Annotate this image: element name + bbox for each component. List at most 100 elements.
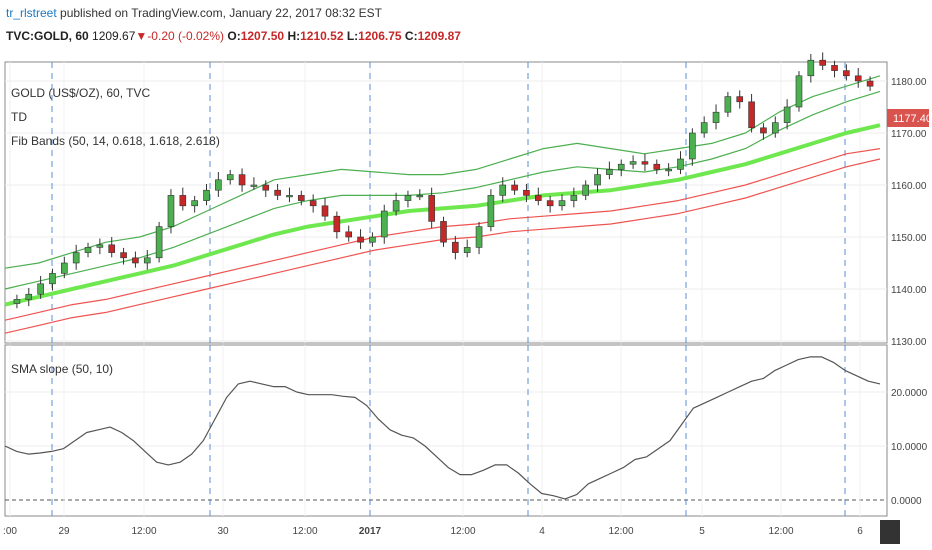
high-label: H:	[287, 29, 301, 43]
indicator-td-label: TD	[11, 110, 27, 124]
candle-body	[641, 161, 649, 165]
candle-body	[831, 65, 838, 71]
y-tick-label: 1180.00	[891, 77, 927, 88]
open-value: 1207.50	[240, 29, 285, 43]
candle-body	[380, 210, 388, 238]
candle-body	[748, 101, 755, 129]
quote-line: TVC:GOLD, 60 1209.67▼-0.20 (-0.02%) O:12…	[6, 29, 461, 43]
candle-body	[13, 299, 21, 304]
candle-body	[854, 75, 862, 82]
x-tick-label: 6	[857, 526, 863, 537]
axis-corner	[880, 520, 900, 544]
candle-body	[712, 111, 720, 123]
y-tick-label: 1150.00	[891, 233, 927, 244]
candle-body	[452, 241, 459, 253]
y-tick-label: 1130.00	[891, 337, 927, 348]
candle-body	[143, 257, 151, 264]
x-tick-label: 12:00	[608, 526, 633, 537]
candle-body	[819, 59, 826, 66]
candle-body	[250, 184, 258, 187]
publish-line: tr_rlstreet published on TradingView.com…	[6, 6, 382, 20]
band-fib-midline	[4, 123, 881, 307]
x-tick-label: 30	[217, 526, 229, 537]
x-tick-label: 12:00	[450, 526, 475, 537]
candle-body	[226, 174, 234, 181]
x-tick-label: 29	[58, 526, 70, 537]
low-label: L:	[346, 29, 359, 43]
y-axis[interactable]: 1180.00 1170.00 1160.00 1150.00 1140.00 1130.…	[891, 77, 928, 507]
sma-slope-line	[4, 356, 881, 500]
candle-body	[369, 236, 376, 243]
x-tick-label: 2017	[359, 526, 382, 537]
candle-body	[629, 161, 637, 165]
candle-body	[262, 184, 270, 191]
last-price-tag-value: 1177.40	[893, 113, 932, 125]
x-tick-label: 12:00	[768, 526, 793, 537]
session-breaks	[51, 62, 846, 516]
candle-body	[404, 195, 412, 201]
candle-body	[61, 262, 68, 274]
band-fib-band-upper-2	[4, 75, 881, 269]
price-change: -0.20 (-0.02%)	[147, 29, 225, 43]
candle-body	[357, 236, 364, 243]
close-value: 1209.87	[417, 29, 461, 43]
candle-body	[689, 132, 696, 160]
candle-body	[274, 189, 281, 196]
band-fib-band-upper-1	[4, 90, 881, 290]
candle-body	[499, 184, 507, 196]
y-tick-label: 1140.00	[891, 285, 927, 296]
x-tick-label: 12:00	[131, 526, 156, 537]
candle-body	[606, 169, 613, 175]
candle-body	[203, 189, 210, 201]
candle-body	[807, 59, 815, 77]
candle-body	[463, 247, 471, 253]
author-link[interactable]: tr_rlstreet	[6, 6, 57, 20]
sma-slope-series	[4, 356, 881, 500]
candle-body	[771, 122, 779, 134]
y-tick-label: 1160.00	[891, 181, 927, 192]
candle-body	[653, 163, 661, 170]
candles[interactable]	[13, 52, 874, 309]
candle-body	[179, 195, 187, 207]
main-pane-border	[4, 61, 888, 344]
candle-body	[760, 127, 767, 134]
candle-body	[120, 252, 127, 259]
x-tick-label: :00	[3, 526, 17, 537]
candle-body	[843, 70, 850, 77]
y-tick-label: 10.0000	[891, 442, 928, 453]
candle-body	[49, 273, 56, 285]
high-value: 1210.52	[300, 29, 344, 43]
x-tick-label: 12:00	[292, 526, 317, 537]
candle-body	[866, 80, 874, 87]
lower-pane-title: SMA slope (50, 10)	[11, 362, 113, 376]
candle-body	[167, 195, 175, 227]
candle-body	[665, 169, 672, 172]
candle-body	[428, 195, 435, 222]
candle-body	[96, 244, 104, 248]
candle-body	[321, 205, 329, 217]
x-axis[interactable]: :00 29 12:00 30 12:00 2017 12:00 4 12:00 5 12:00 6	[3, 526, 863, 537]
main-pane-title: GOLD (US$/OZ), 60, TVC	[11, 86, 150, 100]
symbol-label: TVC:GOLD, 60	[6, 29, 89, 43]
candle-body	[286, 195, 293, 198]
x-tick-label: 4	[539, 526, 545, 537]
candle-body	[191, 200, 198, 207]
last-price-tag	[887, 109, 929, 127]
candle-body	[523, 189, 530, 196]
candle-body	[108, 244, 116, 253]
candle-body	[72, 252, 80, 264]
lower-pane-border	[4, 344, 888, 517]
publish-info: published on TradingView.com, January 22…	[56, 6, 383, 20]
close-label: C:	[404, 29, 418, 43]
candle-body	[309, 200, 317, 207]
y-tick-label: 1170.00	[891, 129, 927, 140]
candle-body	[546, 200, 554, 207]
candle-body	[511, 184, 518, 191]
candle-body	[783, 106, 791, 123]
candle-body	[84, 247, 92, 253]
candle-body	[700, 122, 708, 134]
candle-body	[37, 283, 44, 295]
candle-body	[534, 195, 542, 201]
candle-body	[475, 226, 483, 248]
